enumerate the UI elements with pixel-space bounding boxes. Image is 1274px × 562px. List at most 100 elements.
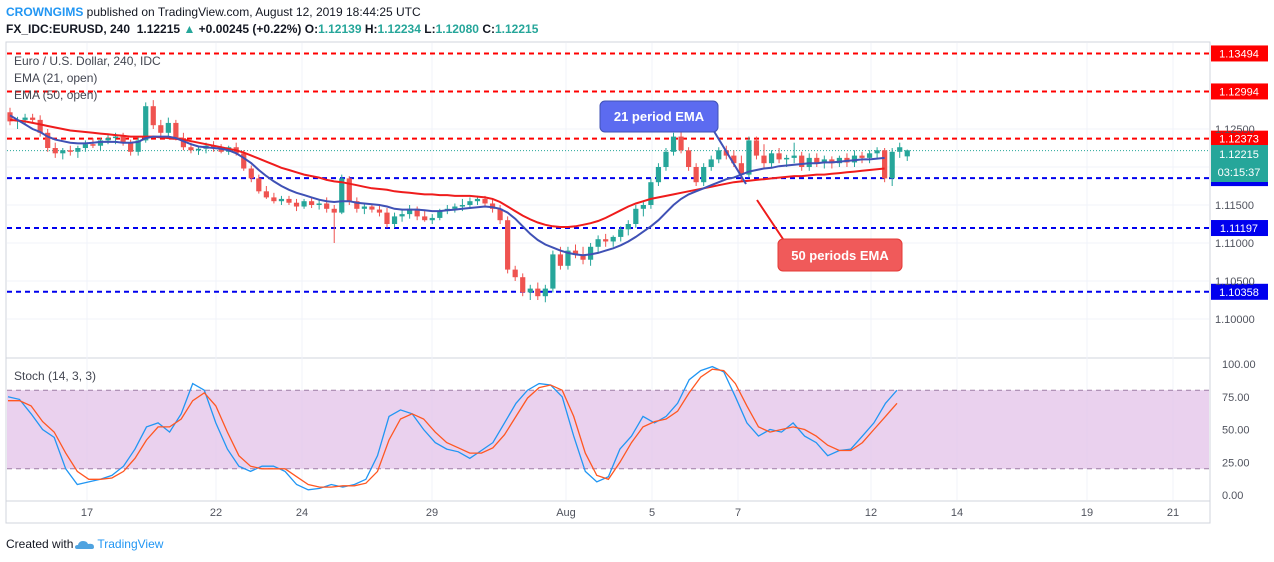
candle-body [497, 208, 503, 221]
level-tag-label: 1.12373 [1219, 134, 1259, 146]
candle-body [595, 239, 601, 247]
candle [851, 150, 858, 167]
candle-body [263, 191, 269, 198]
candle-body [301, 201, 307, 207]
candle [248, 165, 254, 183]
candle [753, 136, 760, 160]
stoch-axis[interactable]: 100.00 75.00 50.00 25.00 0.00 [1222, 359, 1256, 502]
candle-body [784, 157, 790, 160]
close-value: 1.12215 [494, 22, 539, 36]
candle-body [422, 216, 428, 221]
candle-body [587, 246, 594, 260]
stoch-axis-label: 50.00 [1222, 425, 1250, 437]
time-axis-label: 17 [81, 507, 93, 519]
candle [889, 148, 895, 186]
candle [324, 197, 330, 213]
candle-body [331, 208, 337, 213]
time-axis-label: 7 [735, 507, 741, 519]
price-axis-label: 1.10000 [1215, 314, 1255, 326]
ema50-callout-box [777, 238, 903, 272]
candle-body [851, 155, 858, 163]
candle-body [90, 144, 96, 146]
candle-body [663, 151, 669, 167]
price-axis-label: 1.10500 [1215, 276, 1255, 288]
candle [716, 147, 722, 164]
candle-body [859, 155, 865, 158]
candle [165, 117, 171, 137]
candle-body [535, 288, 541, 297]
candle [391, 212, 398, 228]
candle-body [565, 250, 571, 266]
candle [670, 132, 677, 156]
candle [271, 192, 277, 204]
candle [301, 198, 307, 209]
candle-body [97, 140, 104, 146]
candle [572, 244, 579, 259]
publish-info: published on TradingView.com, August 12,… [86, 5, 421, 19]
resistance-level-tag [1211, 130, 1268, 147]
candle-body [753, 140, 760, 156]
candle-body [866, 153, 873, 158]
candle [67, 145, 73, 156]
candle [776, 148, 782, 164]
ema50-legend[interactable]: EMA (50, open) [14, 88, 98, 102]
author-link[interactable]: CROWNGIMS [6, 5, 84, 19]
candle-body [686, 150, 692, 167]
candle-body [316, 203, 322, 205]
candle [550, 250, 556, 293]
candle-body [746, 140, 752, 175]
candle [701, 163, 707, 186]
time-axis[interactable]: 17 22 24 29 Aug 5 7 12 14 19 21 [81, 507, 1179, 519]
candle [52, 142, 58, 158]
candle [399, 208, 405, 222]
time-axis-label: 19 [1081, 507, 1093, 519]
candle [603, 233, 609, 247]
candle-body [874, 150, 880, 154]
candle [904, 149, 910, 161]
candle [173, 119, 179, 141]
up-arrow-icon: ▲ [183, 22, 196, 36]
candle [354, 197, 360, 213]
candle-body [75, 148, 81, 152]
candle [60, 148, 66, 160]
candle-body [505, 220, 511, 270]
candle [595, 235, 601, 253]
candle-body [701, 167, 707, 183]
candle-body [768, 153, 775, 164]
footer-brand[interactable]: TradingView [97, 537, 164, 551]
low-value: 1.12080 [435, 22, 479, 36]
candle-body [572, 250, 579, 255]
candle-body [128, 142, 134, 152]
candle-body [37, 119, 43, 133]
candle-body [384, 212, 390, 224]
candle-body [286, 198, 292, 203]
candle [535, 282, 541, 300]
high-value: 1.12234 [377, 22, 421, 36]
candle-body [889, 151, 895, 179]
ema21-legend[interactable]: EMA (21, open) [14, 71, 98, 85]
candle-body [829, 159, 835, 164]
candle [331, 205, 337, 243]
candle-body [112, 136, 119, 139]
candle-body [452, 206, 458, 209]
price-pane[interactable] [5, 41, 1211, 359]
stoch-legend[interactable]: Stoch (14, 3, 3) [14, 369, 97, 383]
candle-body [241, 153, 247, 169]
candle [814, 153, 820, 167]
ema21-line [9, 114, 885, 257]
candle-body [278, 198, 285, 202]
close-label: C: [482, 22, 495, 36]
time-axis-label: 21 [1167, 507, 1179, 519]
footer: Created with TradingView [6, 537, 163, 551]
candle-body [437, 211, 443, 218]
candle-body [836, 157, 842, 164]
candle [361, 203, 367, 215]
candle-body [120, 136, 126, 143]
price-axis[interactable]: 1.134941.129941.123731.118541.111971.103… [1211, 45, 1268, 326]
candle [241, 150, 247, 171]
candle-body [693, 167, 699, 183]
candle-body [165, 122, 171, 133]
candle [256, 174, 262, 194]
candle-body [580, 254, 586, 260]
